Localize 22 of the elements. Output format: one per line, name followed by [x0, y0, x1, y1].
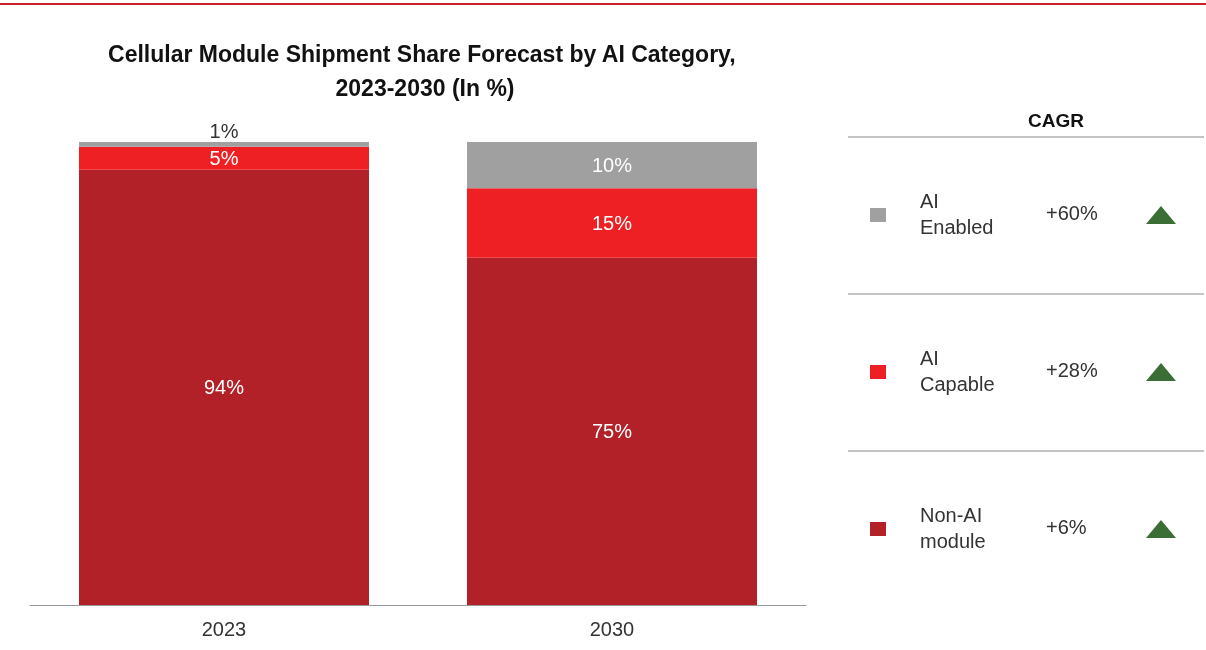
bar: [79, 169, 369, 605]
data-label: 94%: [203, 376, 245, 399]
text: +6%: [1046, 516, 1087, 539]
x-tick-label: 2030: [589, 618, 635, 640]
bar: [467, 257, 757, 605]
x-tick-label: 2023: [201, 618, 247, 640]
data-label: 15%: [591, 212, 633, 235]
text: +28%: [1046, 359, 1098, 382]
data-label: 1%: [209, 120, 239, 142]
data-label: 75%: [591, 420, 633, 443]
data-label: 5%: [209, 147, 239, 170]
legend-label: AI Capable: [920, 346, 996, 397]
text: CAGR: [848, 104, 1204, 138]
bar: [79, 146, 369, 170]
legend-label: AI Enabled: [920, 189, 995, 240]
bar: [79, 142, 369, 147]
text: +60%: [1046, 202, 1098, 225]
chart-title: Cellular Module Shipment Share Forecast by AI Category, 2023-2030 (In %): [108, 41, 742, 101]
data-label: 10%: [591, 154, 633, 177]
bar: [467, 188, 757, 258]
bar: [467, 142, 757, 189]
legend-label: Non-AI module: [920, 503, 987, 554]
